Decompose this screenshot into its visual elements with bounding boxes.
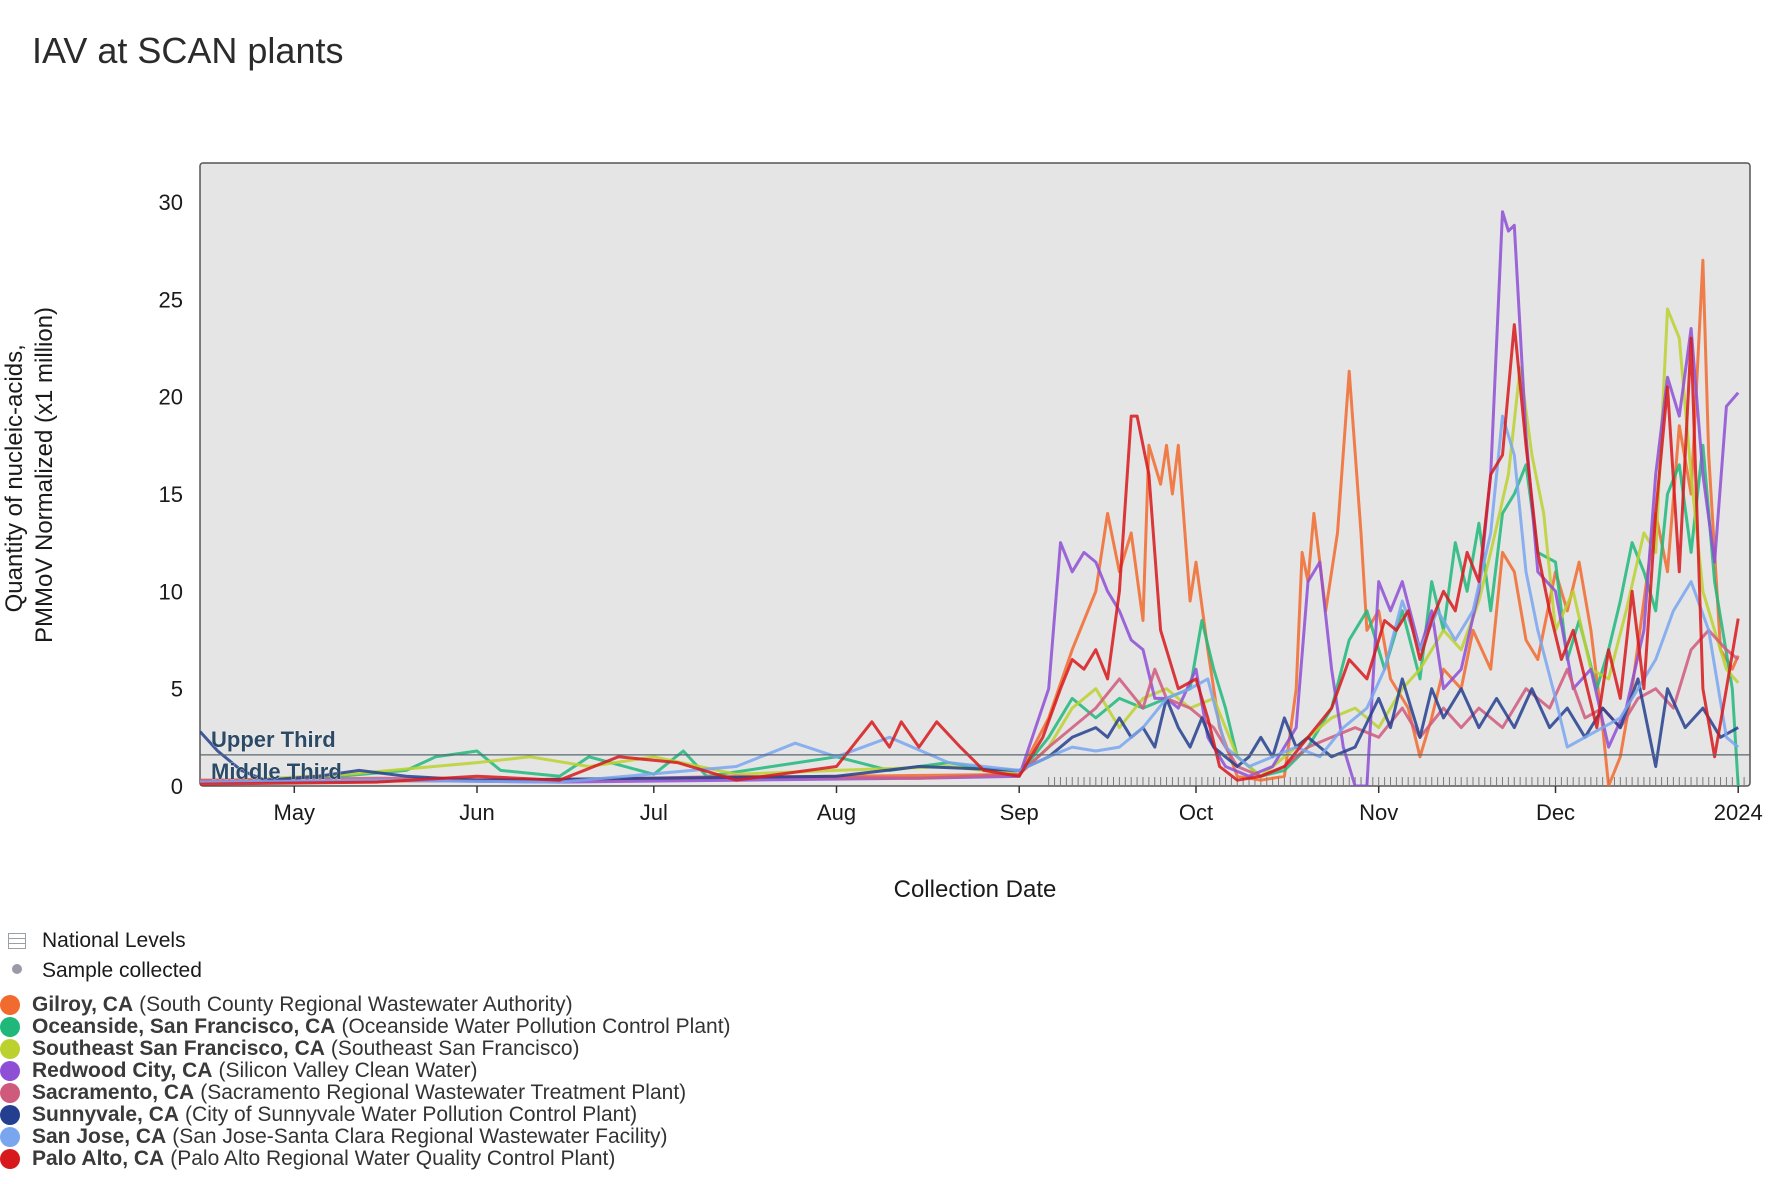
legend-color-dot [0,1149,20,1169]
y-tick-label: 30 [159,190,183,215]
legend-plant-label: (Oceanside Water Pollution Control Plant… [341,1016,731,1038]
legend-color-dot [0,1105,20,1125]
y-axis: 0 5 10 15 20 25 30 [159,190,183,799]
series-line[interactable] [200,323,1740,786]
x-tick-label: May [274,800,316,825]
sample-collected-icon [8,963,26,979]
chart-title: IAV at SCAN plants [32,30,344,71]
legend-plant-label: (South County Regional Wastewater Author… [139,994,573,1016]
legend-city-label: Palo Alto, CA [32,1148,165,1170]
legend-color-dot [0,1127,20,1147]
series-line[interactable] [200,210,1740,786]
y-tick-label: 10 [159,579,183,604]
x-tick-label: Dec [1536,800,1575,825]
y-axis-label-line-1: Quantity of nucleic-acids, [1,344,28,612]
legend-color-dot [0,1061,20,1081]
x-tick-label: Jun [459,800,494,825]
legend-plant-label: (City of Sunnyvale Water Pollution Contr… [185,1104,638,1126]
static-legend: National Levels Sample collected [8,926,202,986]
x-axis-label: Collection Date [894,876,1057,903]
legend-plant-label: (Silicon Valley Clean Water) [218,1060,478,1082]
legend-item[interactable]: Gilroy, CA (South County Regional Wastewa… [0,994,731,1016]
x-tick-label: Sep [1000,800,1039,825]
plot-area [199,162,1751,787]
x-tick-label: Oct [1179,800,1213,825]
legend-item[interactable]: San Jose, CA (San Jose-Santa Clara Region… [0,1126,731,1148]
y-axis-label-line-2: PMMoV Normalized (x1 million) [31,307,58,643]
legend-item[interactable]: Sacramento, CA (Sacramento Regional Waste… [0,1082,731,1104]
legend-plant-label: (San Jose-Santa Clara Regional Wastewate… [172,1126,668,1148]
y-tick-label: 15 [159,482,183,507]
series-lines [200,210,1740,786]
series-line[interactable] [200,258,1740,786]
legend-plant-label: (Southeast San Francisco) [330,1038,580,1060]
legend-sample-collected-label: Sample collected [42,959,202,982]
x-tick-label: Aug [817,800,856,825]
threshold-label: Upper Third [211,727,336,752]
legend-city-label: San Jose, CA [32,1126,167,1148]
y-tick-label: 5 [171,677,183,702]
y-tick-label: 0 [171,774,183,799]
legend-national-levels[interactable]: National Levels [8,926,202,956]
threshold-label: Middle Third [211,759,342,784]
y-tick-label: 20 [159,385,183,410]
y-tick-label: 25 [159,287,183,312]
legend-color-dot [0,995,20,1015]
x-tick-label: Jul [640,800,668,825]
legend-item[interactable]: Oceanside, San Francisco, CA (Oceanside W… [0,1016,731,1038]
series-line[interactable] [200,628,1740,782]
legend-city-label: Oceanside, San Francisco, CA [32,1016,336,1038]
legend-plant-label: (Sacramento Regional Wastewater Treatmen… [200,1082,687,1104]
legend-city-label: Sacramento, CA [32,1082,195,1104]
x-tick-label: 2024 [1714,800,1763,825]
series-legend: Gilroy, CA (South County Regional Wastewa… [0,994,731,1170]
series-line[interactable] [200,677,1739,782]
legend-color-dot [0,1083,20,1103]
series-line[interactable] [200,414,1740,784]
legend-city-label: Sunnyvale, CA [32,1104,180,1126]
legend-city-label: Redwood City, CA [32,1060,213,1082]
legend-sample-collected[interactable]: Sample collected [8,956,202,986]
legend-item[interactable]: Redwood City, CA (Silicon Valley Clean Wa… [0,1060,731,1082]
national-levels: Upper Third Middle Third [200,727,1750,784]
legend-color-dot [0,1039,20,1059]
x-axis: May Jun Jul Aug Sep Oct Nov Dec 2024 [274,786,1763,825]
legend-national-levels-label: National Levels [42,929,186,952]
legend-city-label: Gilroy, CA [32,994,134,1016]
legend-item[interactable]: Southeast San Francisco, CA (Southeast Sa… [0,1038,731,1060]
legend-item[interactable]: Sunnyvale, CA (City of Sunnyvale Water Po… [0,1104,731,1126]
legend-city-label: Southeast San Francisco, CA [32,1038,325,1060]
legend-color-dot [0,1017,20,1037]
y-axis-label: Quantity of nucleic-acids, PMMoV Normali… [1,307,58,643]
legend-item[interactable]: Palo Alto, CA (Palo Alto Regional Water Q… [0,1148,731,1170]
x-tick-label: Nov [1359,800,1398,825]
legend-plant-label: (Palo Alto Regional Water Quality Contro… [170,1148,616,1170]
national-levels-icon [8,933,26,949]
